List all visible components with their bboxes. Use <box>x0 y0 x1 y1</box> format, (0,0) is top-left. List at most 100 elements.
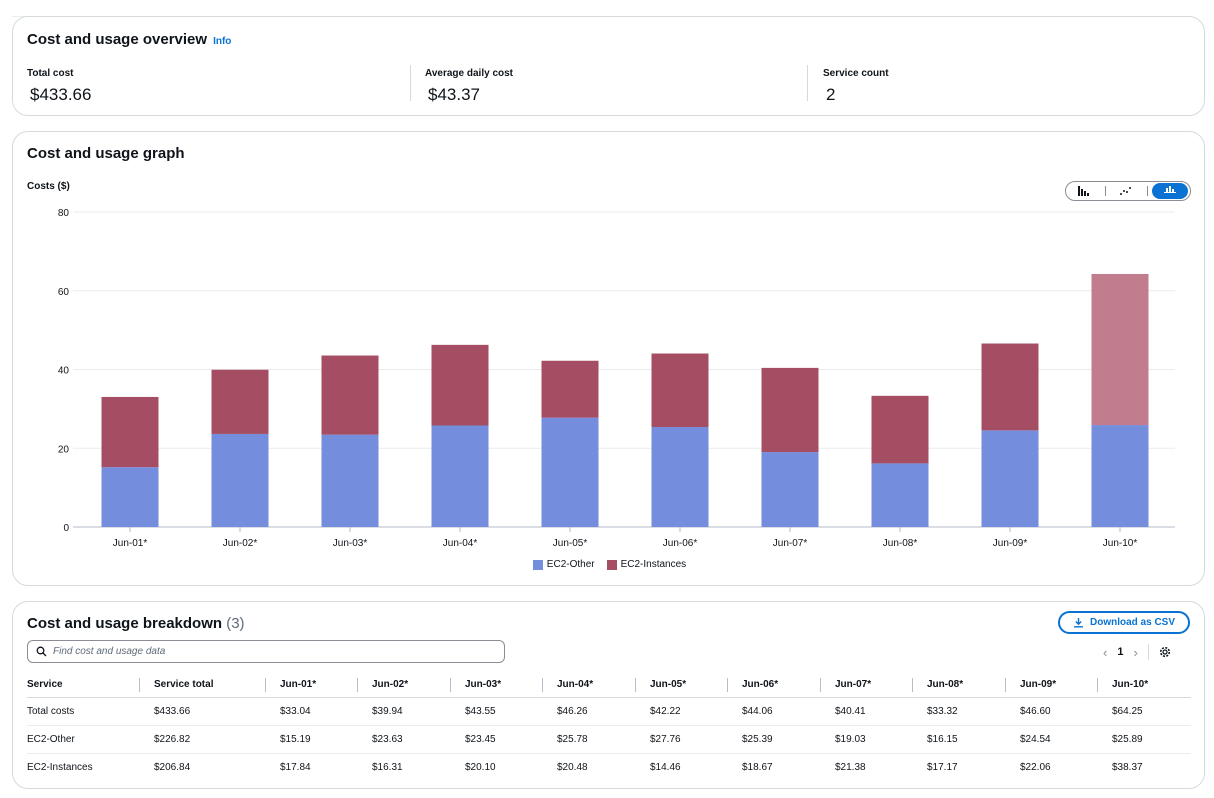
legend-item[interactable]: EC2-Instances <box>606 559 687 570</box>
table-cell: $21.38 <box>835 761 866 773</box>
page-number[interactable]: 1 <box>1117 646 1124 658</box>
x-tick-label: Jun-02* <box>223 538 258 549</box>
x-tick-label: Jun-07* <box>773 538 808 549</box>
pagination-divider <box>1147 644 1149 660</box>
bar-segment <box>101 396 159 468</box>
legend-label: EC2-Instances <box>620 559 687 570</box>
table-cell: $14.46 <box>650 761 681 773</box>
bar-segment <box>1091 273 1149 426</box>
gear-icon[interactable] <box>1159 646 1171 658</box>
search-box <box>27 640 505 663</box>
breakdown-panel: Cost and usage breakdown (3) Download as… <box>12 601 1205 789</box>
bar-segment <box>321 434 379 527</box>
bar-segment <box>981 430 1039 527</box>
bar-segment <box>101 467 159 527</box>
table-cell: $23.63 <box>357 725 450 754</box>
overview-title-text: Cost and usage overview <box>27 31 208 48</box>
table-cell: $44.06 <box>727 697 820 726</box>
kpi-label: Average daily cost <box>425 68 514 79</box>
table-cell: $25.89 <box>1097 725 1191 754</box>
breakdown-title: Cost and usage breakdown (3) <box>27 615 245 632</box>
graph-panel: Cost and usage graph Costs ($) 0 20 40 60 80… <box>12 131 1205 586</box>
table-cell: $17.17 <box>927 761 958 773</box>
column-header[interactable]: Jun-07* <box>820 673 912 698</box>
download-csv-button[interactable]: Download as CSV <box>1058 611 1190 634</box>
bar-segment <box>541 417 599 527</box>
kpi-label: Total cost <box>27 68 74 79</box>
column-header[interactable]: Jun-09* <box>1005 673 1097 698</box>
legend-item[interactable]: EC2-Other <box>532 559 595 570</box>
chevron-right-icon[interactable]: › <box>1133 644 1138 660</box>
bar-segment <box>321 355 379 435</box>
graph-title: Cost and usage graph <box>27 145 185 162</box>
search-icon <box>36 646 47 657</box>
y-tick-label: 20 <box>58 444 70 455</box>
download-icon <box>1073 618 1083 628</box>
kpi-label: Service count <box>823 68 889 79</box>
x-tick-label: Jun-09* <box>993 538 1028 549</box>
breakdown-table: Service Service total Jun-01* Jun-02* Ju… <box>27 673 1191 781</box>
column-header[interactable]: Jun-08* <box>912 673 1005 698</box>
column-header[interactable]: Jun-06* <box>727 673 820 698</box>
table-cell: $20.10 <box>465 761 496 773</box>
table-cell: $24.54 <box>1005 725 1097 754</box>
download-csv-label: Download as CSV <box>1089 617 1175 628</box>
bar-segment <box>981 343 1039 431</box>
table-cell: $42.22 <box>635 697 727 726</box>
table-header-row: Service Service total Jun-01* Jun-02* Ju… <box>27 673 1191 698</box>
kpi-total-cost: Total cost $433.66 <box>27 68 91 104</box>
table-cell: $226.82 <box>139 725 265 754</box>
legend-swatch <box>532 559 543 570</box>
table-cell: $18.67 <box>742 761 773 773</box>
column-header[interactable]: Jun-03* <box>450 673 542 698</box>
breakdown-count: (3) <box>226 615 245 632</box>
y-tick-label: 60 <box>58 287 70 298</box>
table-cell: $19.03 <box>820 725 912 754</box>
table-row: EC2-Instances $206.84 $17.84 $16.31 $20.… <box>27 753 1191 781</box>
chart-legend: EC2-Other EC2-Instances <box>13 559 1206 570</box>
table-cell: $46.26 <box>542 697 635 726</box>
overview-panel: Cost and usage overview Info Total cost $… <box>12 16 1205 116</box>
table-cell: EC2-Instances <box>27 761 93 773</box>
bar-segment <box>761 367 819 453</box>
bar-segment <box>871 463 929 527</box>
search-input[interactable] <box>53 646 493 657</box>
kpi-service-count: Service count 2 <box>823 68 889 104</box>
table-cell: $38.37 <box>1112 761 1143 773</box>
kpi-divider <box>410 65 411 101</box>
bar-segment <box>211 369 269 434</box>
table-cell: $33.04 <box>265 697 357 726</box>
kpi-value: 2 <box>826 85 836 104</box>
bar-segment <box>431 344 489 426</box>
info-link[interactable]: Info <box>213 36 232 47</box>
table-cell: $25.78 <box>542 725 635 754</box>
x-tick-label: Jun-08* <box>883 538 918 549</box>
x-tick-label: Jun-01* <box>113 538 148 549</box>
y-tick-label: 80 <box>58 208 70 219</box>
chevron-left-icon[interactable]: ‹ <box>1103 644 1108 660</box>
x-tick-label: Jun-06* <box>663 538 698 549</box>
toggle-separator <box>1147 186 1148 196</box>
column-header[interactable]: Jun-02* <box>357 673 450 698</box>
column-header[interactable]: Service <box>27 673 139 698</box>
bar-segment <box>431 425 489 527</box>
bar-chart-icon[interactable] <box>1074 183 1094 199</box>
column-header[interactable]: Jun-10* <box>1097 673 1191 698</box>
table-row: Total costs $433.66 $33.04 $39.94 $43.55… <box>27 697 1191 726</box>
column-header[interactable]: Jun-05* <box>635 673 727 698</box>
column-header[interactable]: Service total <box>139 673 265 698</box>
table-cell: EC2-Other <box>27 725 139 754</box>
table-cell: $46.60 <box>1005 697 1097 726</box>
legend-swatch <box>606 559 617 570</box>
column-header[interactable]: Jun-01* <box>265 673 357 698</box>
table-cell: $40.41 <box>820 697 912 726</box>
column-header[interactable]: Jun-04* <box>542 673 635 698</box>
bar-segment <box>871 395 929 464</box>
table-cell: $25.39 <box>727 725 820 754</box>
line-chart-icon[interactable] <box>1116 183 1136 199</box>
x-tick-label: Jun-04* <box>443 538 478 549</box>
overview-title: Cost and usage overview Info <box>27 31 231 48</box>
y-axis-label: Costs ($) <box>27 181 70 192</box>
bar-segment <box>1091 425 1149 527</box>
stacked-bar-chart-icon[interactable] <box>1152 183 1188 199</box>
